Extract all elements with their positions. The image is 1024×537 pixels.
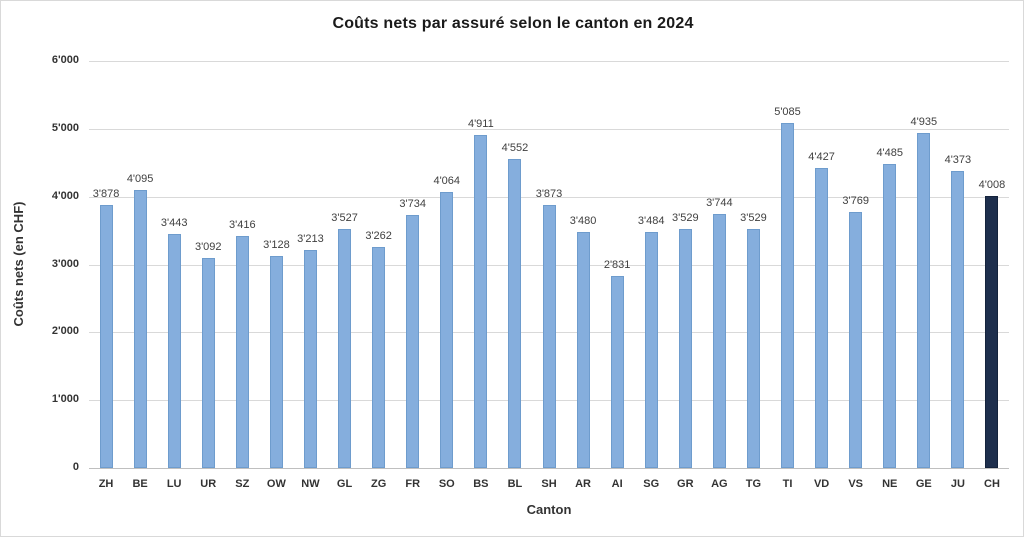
gridline	[89, 61, 1009, 62]
value-label-GL: 3'527	[331, 211, 358, 224]
bar-CH	[985, 196, 999, 468]
bar-AG	[712, 214, 726, 468]
value-label-ZH: 3'878	[92, 187, 120, 200]
x-tick-label-CH: CH	[984, 478, 1000, 490]
bar-SG	[644, 231, 658, 468]
value-label-NW: 3'213	[297, 233, 324, 246]
x-tick-label-SG: SG	[643, 478, 660, 490]
x-tick-label-BS: BS	[473, 478, 489, 490]
bar-FR	[406, 214, 420, 468]
value-label-AG: 3'744	[706, 197, 733, 210]
x-tick-label-ZG: ZG	[370, 478, 387, 490]
value-label-BS: 4'911	[467, 117, 494, 130]
x-tick-label-NW: NW	[301, 478, 320, 490]
value-label-ZG: 3'262	[365, 229, 392, 242]
x-tick-label-SH: SH	[541, 478, 557, 490]
bar-NW	[303, 250, 317, 468]
bar-NE	[883, 163, 897, 468]
y-tick-label: 1'000	[51, 393, 79, 406]
x-tick-label-BL: BL	[507, 478, 523, 490]
y-tick-label: 6'000	[51, 54, 79, 66]
bar-AI	[610, 275, 624, 468]
x-tick-label-SO: SO	[438, 478, 455, 490]
value-label-BE: 4'095	[126, 173, 154, 186]
y-tick-label: 3'000	[51, 257, 79, 270]
bar-BL	[508, 159, 522, 468]
value-label-VD: 4'427	[808, 150, 835, 163]
value-label-GR: 3'529	[671, 211, 699, 224]
bar-BS	[474, 134, 488, 468]
y-tick-label: 0	[72, 461, 79, 473]
value-label-SZ: 3'416	[229, 219, 256, 232]
bar-SO	[440, 192, 454, 468]
bar-UR	[201, 258, 215, 468]
chart-title: Coûts nets par assuré selon le canton en…	[332, 15, 694, 32]
bar-AR	[576, 231, 590, 468]
value-label-SG: 3'484	[637, 214, 665, 227]
bar-TI	[781, 123, 795, 468]
value-label-JU: 4'373	[944, 154, 972, 167]
y-tick-label: 5'000	[51, 121, 79, 134]
value-label-TI: 5'085	[774, 106, 801, 119]
value-label-OW: 3'128	[263, 238, 290, 251]
x-tick-label-NE: NE	[882, 478, 898, 490]
x-tick-label-FR: FR	[405, 478, 421, 490]
bar-VS	[849, 212, 863, 468]
x-tick-label-GL: GL	[336, 478, 353, 490]
plot-area: 3'878 4'095 3'443 3'092 3'416 3'128 3'213 3'527…	[89, 61, 1009, 469]
value-label-TG: 3'529	[740, 211, 767, 224]
value-label-AR: 3'480	[569, 214, 597, 227]
bar-OW	[269, 255, 283, 468]
x-tick-label-GR: GR	[677, 478, 694, 490]
x-axis-title: Canton	[526, 502, 572, 517]
x-tick-label-TI: TI	[782, 478, 793, 490]
bar-LU	[167, 234, 181, 468]
bar-SZ	[235, 236, 249, 468]
x-tick-label-AI: AI	[611, 478, 623, 490]
x-tick-label-JU: JU	[950, 478, 965, 490]
value-label-CH: 4'008	[978, 179, 1006, 192]
bar-SH	[542, 205, 556, 468]
y-tick-label: 2'000	[51, 325, 79, 338]
y-tick-label: 4'000	[51, 189, 79, 202]
value-label-SH: 3'873	[535, 188, 563, 201]
x-tick-label-LU: LU	[166, 478, 182, 490]
bar-TG	[746, 228, 760, 468]
value-label-GE: 4'935	[910, 116, 938, 129]
bar-GR	[678, 228, 692, 468]
value-label-BL: 4'552	[501, 142, 529, 155]
bar-GE	[917, 133, 931, 468]
value-label-FR: 3'734	[399, 197, 426, 210]
value-label-UR: 3'092	[194, 241, 222, 254]
value-label-SO: 4'064	[433, 175, 461, 188]
gridline	[89, 196, 1009, 198]
x-tick-label-AG: AG	[711, 478, 728, 490]
x-tick-label-BE: BE	[132, 478, 148, 490]
x-tick-label-AR: AR	[575, 478, 591, 490]
bar-BE	[133, 190, 147, 468]
value-label-AI: 2'831	[603, 258, 631, 271]
x-tick-label-TG: TG	[745, 478, 762, 490]
x-tick-label-SZ: SZ	[235, 478, 250, 490]
bar-ZH	[99, 204, 113, 468]
bar-JU	[951, 171, 965, 468]
gridline	[89, 128, 1009, 130]
bar-GL	[338, 228, 352, 468]
x-tick-label-VD: VD	[813, 478, 830, 490]
x-tick-label-UR: UR	[200, 478, 217, 490]
x-axis-line	[89, 468, 1009, 469]
value-label-LU: 3'443	[160, 217, 188, 230]
x-tick-label-GE: GE	[915, 478, 932, 490]
value-label-NE: 4'485	[876, 146, 904, 159]
x-tick-label-VS: VS	[848, 478, 863, 490]
x-tick-label-ZH: ZH	[98, 478, 114, 490]
bar-ZG	[372, 246, 386, 468]
x-tick-label-OW: OW	[266, 478, 286, 490]
value-label-VS: 3'769	[842, 195, 869, 208]
bar-VD	[815, 167, 829, 468]
